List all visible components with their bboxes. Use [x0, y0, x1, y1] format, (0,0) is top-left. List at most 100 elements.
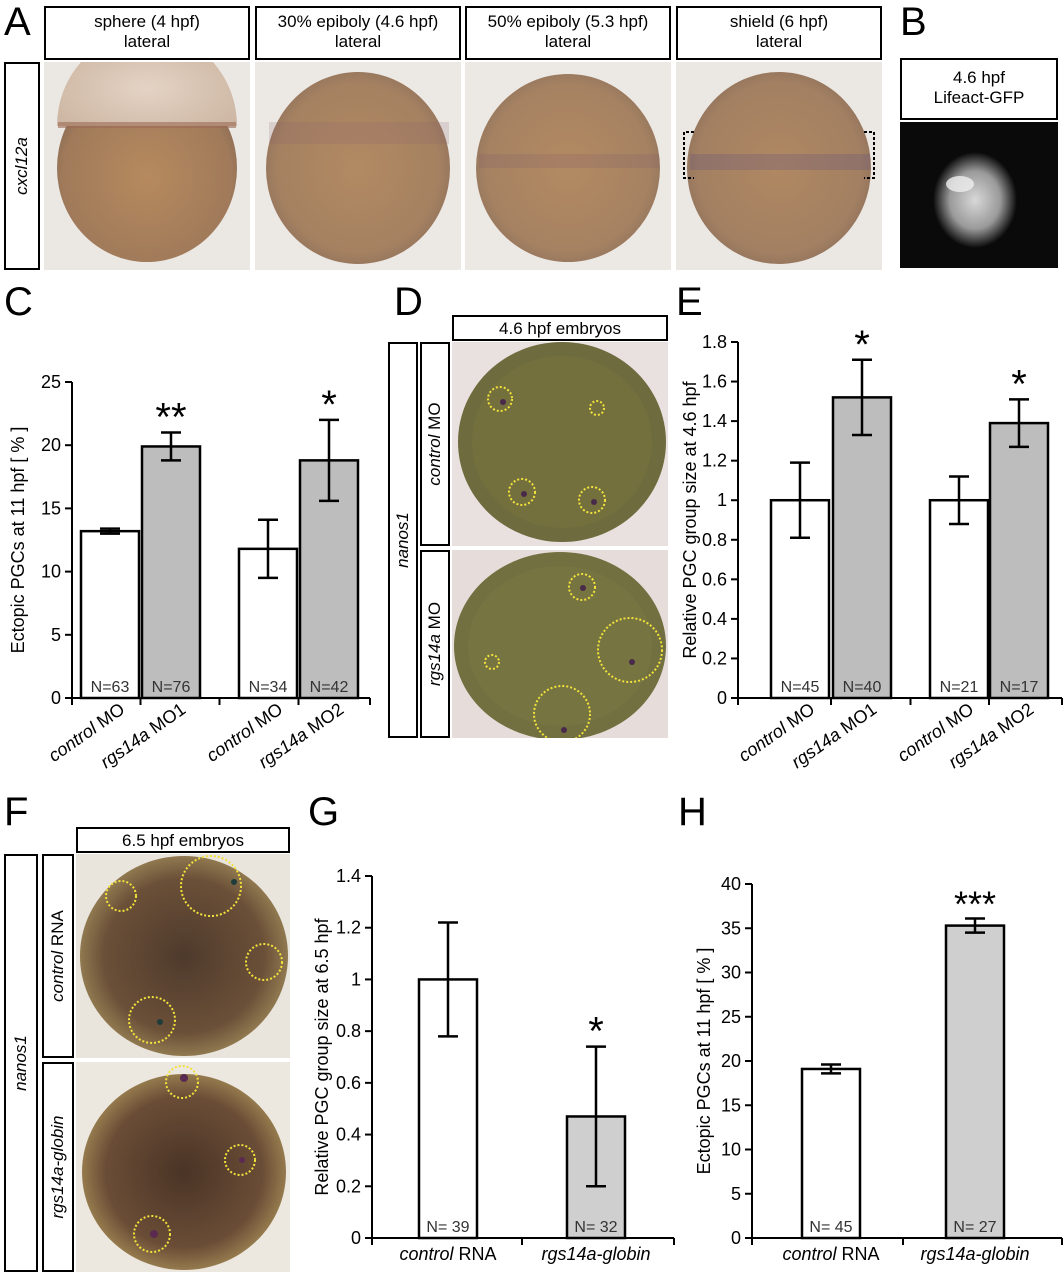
- y-tick-label: 1.2: [336, 918, 361, 938]
- y-tick-label: 0: [51, 688, 61, 708]
- y-tick-label: 1: [717, 490, 727, 510]
- y-tick-label: 0: [717, 688, 727, 708]
- significance-marker: ***: [954, 884, 996, 925]
- row-label-rest: MO: [425, 601, 444, 635]
- row-label-box-control-mo: control MO: [420, 342, 450, 546]
- significance-marker: *: [1011, 362, 1027, 406]
- y-tick-label: 0.8: [336, 1021, 361, 1041]
- significance-marker: *: [321, 383, 337, 427]
- row-label-rest: MO: [425, 402, 444, 435]
- y-tick-label: 20: [721, 1051, 741, 1071]
- embryos-header-text: 4.6 hpf embryos: [499, 319, 621, 338]
- y-tick-label: 20: [41, 435, 61, 455]
- category-label: control RNA: [399, 1244, 496, 1264]
- y-tick-label: 0.2: [336, 1176, 361, 1196]
- stage-label-shield: shield (6 hpf) lateral: [676, 6, 882, 60]
- bar: [79, 529, 141, 700]
- embryo-photo-sphere: [44, 62, 250, 270]
- y-tick-label: 25: [41, 372, 61, 392]
- embryos-header-text: 6.5 hpf embryos: [122, 831, 244, 850]
- y-tick-label: 0: [731, 1228, 741, 1248]
- bar: [800, 1067, 862, 1240]
- n-label: N=21: [940, 679, 979, 696]
- stage-label-line: lateral: [544, 32, 592, 51]
- row-label-rest: RNA: [48, 910, 67, 951]
- y-axis-label: Relative PGC group size at 4.6 hpf: [680, 380, 700, 658]
- y-tick-label: 0.4: [702, 609, 727, 629]
- panel-letter-b: B: [900, 0, 927, 44]
- n-label: N=63: [91, 679, 130, 696]
- chart-e: 0 0.2 0.4 0.6 0.8 1 1.2 1.4 1.6 1.8 Relative PGC g…: [680, 323, 1063, 772]
- n-label: N=42: [310, 679, 349, 696]
- y-axis-label: Relative PGC group size at 6.5 hpf: [312, 917, 332, 1195]
- embryo-image: [458, 342, 666, 542]
- n-label: N= 39: [426, 1219, 469, 1236]
- y-tick-label: 0.2: [702, 648, 727, 668]
- y-tick-label: 1.6: [702, 372, 727, 392]
- significance-marker: **: [155, 396, 186, 440]
- y-tick-label: 10: [721, 1140, 741, 1160]
- y-tick-label: 25: [721, 1007, 741, 1027]
- category-label-rest: MO1: [142, 699, 190, 741]
- embryo-image: [266, 72, 450, 264]
- bar: [140, 445, 202, 700]
- category-label-rest: MO2: [300, 699, 348, 741]
- stage-label-line: 30% epiboly (4.6 hpf): [277, 12, 439, 31]
- embryo-photo-50-epiboly: [465, 62, 671, 270]
- n-label: N= 32: [574, 1219, 617, 1236]
- y-tick-label: 1.8: [702, 332, 727, 352]
- row-label-italic: rgs14a: [425, 634, 444, 687]
- embryo-photo-control-mo: [452, 342, 668, 546]
- y-tick-label: 1.4: [336, 866, 361, 886]
- row-label-italic: control: [425, 434, 444, 486]
- bar: [944, 924, 1006, 1240]
- gene-label-cxcl12a: cxcl12a: [12, 137, 31, 195]
- y-tick-label: 1.2: [702, 451, 727, 471]
- stage-label-line: sphere (4 hpf): [94, 12, 200, 31]
- y-tick-label: 5: [51, 625, 61, 645]
- embryo-photo-shield: [676, 62, 882, 270]
- gene-label-box-f: nanos1: [4, 854, 38, 1272]
- category-label-rest: RNA: [454, 1244, 497, 1264]
- y-axis-label: Ectopic PGCs at 11 hpf [ % ]: [694, 948, 714, 1175]
- row-label-box-control-rna: control RNA: [42, 854, 74, 1058]
- chart-c: 0 5 10 15 20 25 Ectopic PGCs at 11 hpf [ % ] N=…: [8, 372, 371, 772]
- stage-label-30-epiboly: 30% epiboly (4.6 hpf) lateral: [255, 6, 461, 60]
- bar: [988, 421, 1050, 700]
- panel-letter-d: D: [394, 280, 423, 324]
- embryo-image: [80, 855, 288, 1056]
- bar: [831, 396, 893, 700]
- embryo-photo-rgs14a-mo: [452, 550, 668, 738]
- y-tick-label: 0.6: [702, 569, 727, 589]
- panel-letter-e: E: [676, 280, 703, 324]
- bar: [928, 498, 990, 700]
- embryo-image: [82, 1065, 286, 1270]
- gene-label-box-a: cxcl12a: [4, 62, 40, 270]
- y-tick-label: 15: [41, 498, 61, 518]
- lifeact-label-box: 4.6 hpf Lifeact-GFP: [900, 58, 1058, 120]
- stage-label-sphere: sphere (4 hpf) lateral: [44, 6, 250, 60]
- embryos-header-f: 6.5 hpf embryos: [76, 827, 290, 853]
- embryo-photo-rgs14a-globin: [76, 1062, 290, 1272]
- y-tick-label: 0.4: [336, 1125, 361, 1145]
- gene-label-nanos1: nanos1: [11, 1035, 30, 1091]
- embryo-photo-30-epiboly: [255, 62, 461, 270]
- stage-label-line: lateral: [755, 32, 803, 51]
- significance-marker: *: [854, 323, 870, 367]
- chart-h: 0 5 10 15 20 25 30 35 40 Ectopic PGCs at 11 hpf […: [694, 874, 1063, 1264]
- row-label-box-rgs14a-mo: rgs14a MO: [420, 550, 450, 738]
- stage-label-line: shield (6 hpf): [729, 12, 829, 31]
- y-tick-label: 0.8: [702, 530, 727, 550]
- y-tick-label: 15: [721, 1095, 741, 1115]
- embryo-image: [454, 552, 666, 738]
- n-label: N=17: [1000, 679, 1039, 696]
- stage-label-line: 50% epiboly (5.3 hpf): [487, 12, 649, 31]
- category-label-rest: RNA: [837, 1244, 880, 1264]
- panel-letter-f: F: [4, 790, 29, 834]
- lifeact-gfp-photo: [900, 122, 1058, 268]
- n-label: N=40: [843, 679, 882, 696]
- row-label-control-mo: control MO: [425, 402, 445, 485]
- y-tick-label: 0: [351, 1228, 361, 1248]
- y-tick-label: 1: [351, 969, 361, 989]
- y-axis-label: Ectopic PGCs at 11 hpf [ % ]: [8, 427, 28, 654]
